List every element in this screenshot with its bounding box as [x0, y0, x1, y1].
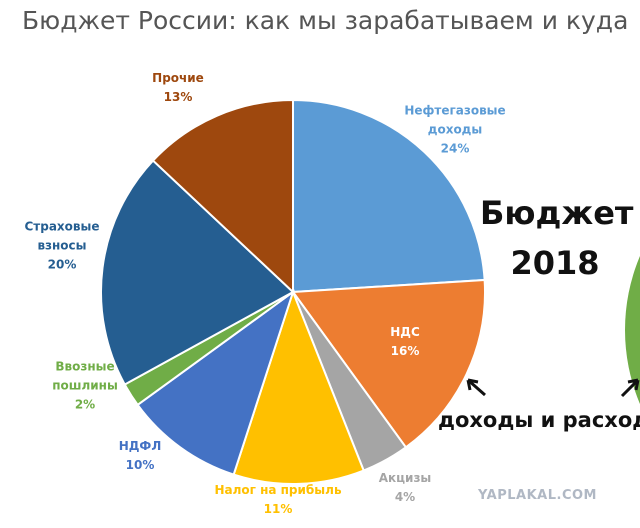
arrow	[466, 378, 486, 397]
value-label: 24%	[440, 141, 470, 156]
category-label: Акцизы	[378, 471, 432, 485]
chart-title: Бюджет России: как мы зарабатываем и куд…	[22, 6, 629, 35]
pie-slice	[291, 278, 486, 449]
category-label: Налог на прибыль	[214, 483, 342, 497]
slice-label: НДФЛ 10%	[110, 437, 170, 475]
pie-slice	[292, 98, 486, 294]
slice-label: Ввозные пошлины 2%	[40, 358, 130, 415]
value-label: 11%	[263, 502, 293, 516]
category-label: Страховые взносы	[24, 219, 100, 253]
category-label: Ввозные пошлины	[52, 359, 118, 393]
category-label: Прочие	[152, 71, 204, 85]
slice-label: НДС 16%	[375, 323, 435, 361]
decor-circle	[625, 256, 640, 404]
slice-label: Нефтегазовые доходы 24%	[400, 102, 510, 159]
value-label: 20%	[47, 257, 77, 272]
slice-label: Налог на прибыль 11%	[203, 481, 353, 519]
side-title: Бюджет 2018	[480, 194, 634, 282]
category-label: НДФЛ	[118, 439, 162, 453]
slice-label: Прочие 13%	[138, 69, 218, 107]
slice-label: Акцизы 4%	[375, 469, 435, 507]
value-label: 13%	[163, 90, 193, 104]
watermark: YAPLAKAL.COM	[478, 488, 597, 503]
arrow	[620, 378, 640, 398]
pie-slice	[151, 98, 294, 295]
value-label: 4%	[394, 490, 416, 504]
value-label: 10%	[125, 458, 155, 472]
pie-slice	[136, 289, 295, 476]
slice-label: Страховые взносы 20%	[17, 218, 107, 275]
pie-slice	[232, 289, 365, 485]
value-label: 2%	[74, 397, 96, 412]
pie-slice	[100, 159, 295, 386]
value-label: 16%	[390, 344, 420, 358]
category-label: НДС	[390, 325, 420, 339]
category-label: Нефтегазовые доходы	[404, 103, 506, 137]
side-caption: доходы и расходы	[438, 408, 640, 432]
